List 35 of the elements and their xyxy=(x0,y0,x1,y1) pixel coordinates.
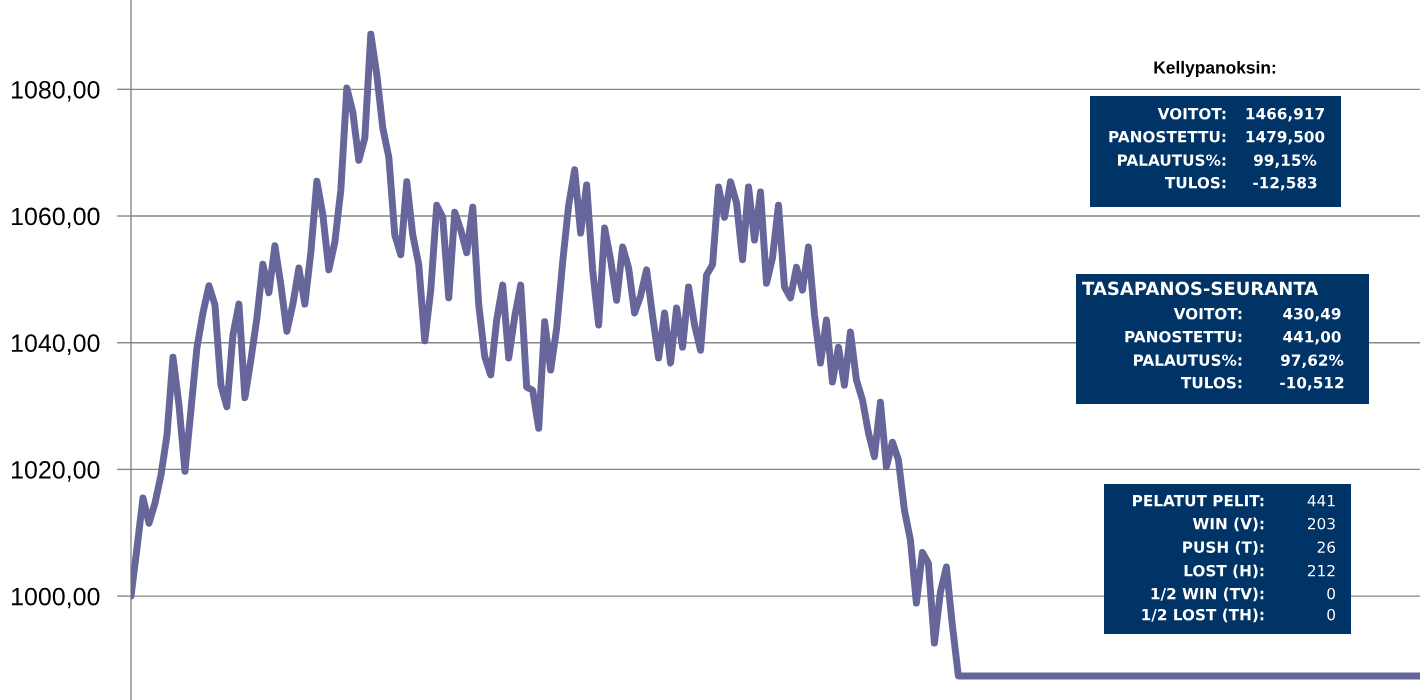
annotation: WIN (V): xyxy=(1192,517,1264,532)
annotation: 1479,500 xyxy=(1246,130,1325,145)
annotation: 99,15% xyxy=(1253,154,1317,168)
y-tick-label: 1000,00 xyxy=(11,587,100,609)
annotation: 203 xyxy=(1307,517,1335,530)
annotation: 0 xyxy=(1327,608,1335,621)
annotation: Kellypanoksin: xyxy=(1154,60,1276,78)
y-tick-label: 1040,00 xyxy=(11,334,100,355)
annotation: 441 xyxy=(1307,495,1335,507)
annotation: 1/2 LOST (TH): xyxy=(1142,608,1264,623)
annotation: PELATUT PELIT: xyxy=(1133,495,1264,507)
annotation: 97,62% xyxy=(1280,354,1344,368)
annotation: PANOSTETTU: xyxy=(1109,130,1226,143)
annotation: TULOS: xyxy=(1180,376,1242,389)
y-tick-label: 1020,00 xyxy=(11,461,100,482)
annotation: TASAPANOS-SEURANTA xyxy=(1082,281,1319,296)
annotation: LOST (H): xyxy=(1184,564,1264,579)
y-tick-label: 1060,00 xyxy=(11,207,100,229)
annotation: 441,00 xyxy=(1283,330,1341,345)
annotation: VOITOT: xyxy=(1157,107,1226,120)
annotation: PUSH (T): xyxy=(1183,541,1264,555)
annotation: -12,583 xyxy=(1253,176,1317,191)
annotation: VOITOT: xyxy=(1173,307,1242,320)
annotation: 1466,917 xyxy=(1246,107,1324,122)
annotation: 1/2 WIN (TV): xyxy=(1151,587,1264,602)
annotation: PALAUTUS%: xyxy=(1118,154,1226,166)
annotation: 0 xyxy=(1327,587,1335,600)
annotation: TULOS: xyxy=(1164,176,1226,189)
y-tick-label: 1080,00 xyxy=(11,80,100,102)
annotation: 26 xyxy=(1317,541,1336,553)
annotation: PANOSTETTU: xyxy=(1125,330,1242,343)
annotation: -10,512 xyxy=(1280,376,1344,391)
annotation: PALAUTUS%: xyxy=(1134,354,1242,366)
annotation: 430,49 xyxy=(1283,307,1341,322)
annotation: 212 xyxy=(1307,564,1335,577)
